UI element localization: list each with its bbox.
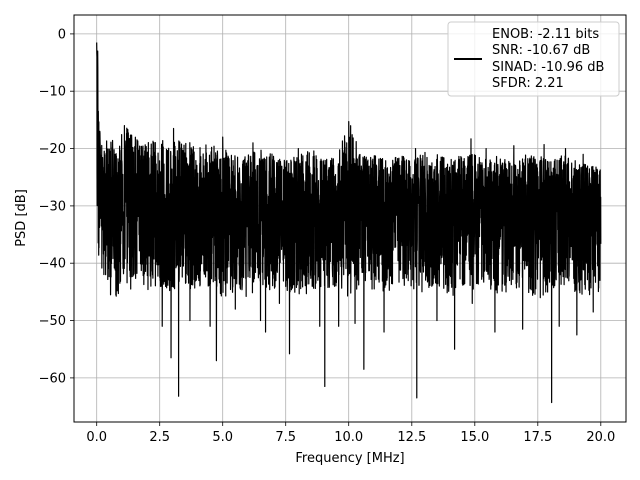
y-tick-label: −60 bbox=[39, 371, 66, 386]
y-tick-label: −20 bbox=[39, 142, 66, 157]
legend-entry-snr: SNR: -10.67 dB bbox=[492, 43, 590, 58]
series-layer bbox=[96, 42, 602, 404]
psd-series-line bbox=[96, 42, 602, 404]
x-tick-label: 17.5 bbox=[523, 430, 552, 445]
y-axis-label: PSD [dB] bbox=[14, 189, 29, 247]
y-tick-label: −10 bbox=[39, 85, 66, 100]
x-tick-label: 15.0 bbox=[460, 430, 489, 445]
plot-frame bbox=[73, 14, 627, 423]
y-tick-label: −40 bbox=[39, 257, 66, 272]
x-tick-label: 20.0 bbox=[586, 430, 615, 445]
x-tick-label: 0.0 bbox=[86, 430, 107, 445]
x-tick-label: 2.5 bbox=[149, 430, 170, 445]
legend-entry-sfdr: SFDR: 2.21 bbox=[492, 76, 564, 91]
y-tick-label: −50 bbox=[39, 314, 66, 329]
legend: ENOB: -2.11 bits SNR: -10.67 dB SINAD: -… bbox=[447, 21, 620, 97]
legend-entry-sinad: SINAD: -10.96 dB bbox=[492, 60, 604, 75]
legend-box bbox=[447, 21, 620, 97]
x-tick-label: 5.0 bbox=[212, 430, 233, 445]
y-tick-label: −30 bbox=[39, 199, 66, 214]
legend-entry-enob: ENOB: -2.11 bits bbox=[492, 27, 599, 42]
y-tick-label: 0 bbox=[58, 27, 66, 42]
x-tick-label: 10.0 bbox=[334, 430, 363, 445]
x-tick-label: 12.5 bbox=[397, 430, 426, 445]
axis-ticks: 0.0 2.5 5.0 7.5 10.0 12.5 15.0 17.5 20.0 0 −10 −20 −… bbox=[39, 27, 616, 445]
x-axis-label: Frequency [MHz] bbox=[295, 451, 404, 466]
x-tick-label: 7.5 bbox=[275, 430, 296, 445]
